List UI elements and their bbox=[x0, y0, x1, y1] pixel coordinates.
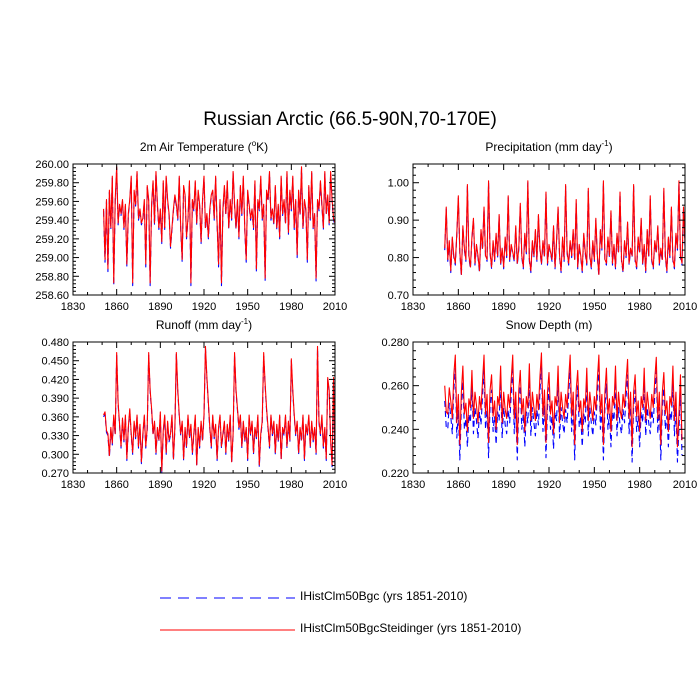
plot-frame bbox=[412, 163, 686, 296]
y-tick-label: 258.60 bbox=[35, 290, 69, 302]
y-tick-label: 259.40 bbox=[35, 215, 69, 227]
x-tick-label: 1890 bbox=[491, 479, 515, 491]
series-line-steidinger bbox=[444, 180, 686, 275]
panel-title: Runoff (mm day-1) bbox=[156, 317, 252, 332]
x-tick-label: 1950 bbox=[235, 301, 259, 313]
x-tick-label: 2010 bbox=[323, 479, 347, 491]
y-tick-label: 0.70 bbox=[388, 290, 409, 302]
y-tick-label: 259.80 bbox=[35, 178, 69, 190]
x-tick-label: 1890 bbox=[148, 479, 172, 491]
y-tick-label: 0.450 bbox=[41, 356, 69, 368]
y-tick-label: 0.270 bbox=[41, 468, 69, 480]
y-tick-label: 0.390 bbox=[41, 393, 69, 405]
x-tick-label: 1980 bbox=[627, 479, 651, 491]
y-tick-label: 0.360 bbox=[41, 412, 69, 424]
x-tick-label: 1980 bbox=[279, 479, 303, 491]
panel-air-temperature: 2m Air Temperature (oK) 1830 1860 1890 1920 1… bbox=[35, 139, 347, 313]
x-tick-label: 2010 bbox=[673, 301, 697, 313]
x-tick-label: 1890 bbox=[491, 301, 515, 313]
legend-item-steidinger: IHistClm50BgcSteidinger (yrs 1851-2010) bbox=[160, 621, 580, 643]
figure-title: Russian Arctic (66.5-90N,70-170E) bbox=[203, 109, 497, 130]
y-tick-label: 259.20 bbox=[35, 234, 69, 246]
x-tick-label: 1830 bbox=[61, 479, 85, 491]
x-tick-label: 1860 bbox=[104, 479, 128, 491]
x-tick-label: 1980 bbox=[627, 301, 651, 313]
series-line-steidinger bbox=[103, 166, 336, 284]
x-tick-label: 1920 bbox=[537, 301, 561, 313]
x-tick-label: 1860 bbox=[104, 301, 128, 313]
y-tick-label: 0.420 bbox=[41, 374, 69, 386]
y-tick-label: 0.300 bbox=[41, 449, 69, 461]
legend-item-bgc: IHistClm50Bgc (yrs 1851-2010) bbox=[160, 589, 580, 611]
x-tick-label: 1830 bbox=[401, 479, 425, 491]
y-tick-label: 0.330 bbox=[41, 431, 69, 443]
x-tick-label: 1830 bbox=[61, 301, 85, 313]
panel-title-suffix: K) bbox=[256, 140, 268, 154]
panel-precipitation: Precipitation (mm day-1) 1830 1860 1890 1920… bbox=[388, 139, 698, 313]
panel-title-suffix: ) bbox=[248, 318, 252, 332]
y-tick-label: 0.280 bbox=[381, 337, 409, 349]
x-tick-label: 1950 bbox=[582, 479, 606, 491]
x-tick-label: 1950 bbox=[235, 479, 259, 491]
panel-title-superscript: -1 bbox=[601, 139, 609, 148]
panel-title: Snow Depth (m) bbox=[506, 318, 593, 332]
series-line-bgc bbox=[103, 347, 336, 474]
y-tick-label: 258.80 bbox=[35, 271, 69, 283]
y-tick-label: 0.480 bbox=[41, 337, 69, 349]
y-tick-label: 0.260 bbox=[381, 381, 409, 393]
x-tick-label: 1860 bbox=[446, 479, 470, 491]
x-tick-label: 1950 bbox=[582, 301, 606, 313]
y-tick-label: 0.220 bbox=[381, 468, 409, 480]
x-tick-label: 1920 bbox=[192, 479, 216, 491]
panel-title-suffix: ) bbox=[609, 140, 613, 154]
x-tick-label: 1920 bbox=[192, 301, 216, 313]
x-tick-label: 1830 bbox=[401, 301, 425, 313]
x-tick-label: 1980 bbox=[279, 301, 303, 313]
x-tick-label: 2010 bbox=[323, 301, 347, 313]
y-tick-label: 260.00 bbox=[35, 159, 69, 171]
y-tick-label: 259.60 bbox=[35, 196, 69, 208]
legend-label: IHistClm50Bgc (yrs 1851-2010) bbox=[300, 589, 468, 603]
series-line-steidinger bbox=[444, 352, 683, 448]
x-tick-label: 2010 bbox=[673, 479, 697, 491]
legend-swatch-dashed bbox=[160, 597, 295, 599]
plot-frame bbox=[412, 341, 686, 474]
x-tick-label: 1860 bbox=[446, 301, 470, 313]
panel-title: Precipitation (mm day-1) bbox=[485, 139, 612, 154]
legend-swatch-solid bbox=[160, 629, 295, 631]
y-tick-label: 0.80 bbox=[388, 253, 409, 265]
panel-title-superscript: -1 bbox=[241, 317, 249, 326]
y-tick-label: 0.240 bbox=[381, 424, 409, 436]
panel-snow-depth: Snow Depth (m) 1830 1860 1890 1920 1950 1980 20… bbox=[381, 318, 697, 491]
y-tick-label: 0.90 bbox=[388, 215, 409, 227]
y-tick-label: 1.00 bbox=[388, 178, 409, 190]
series-line-bgc bbox=[444, 363, 683, 463]
series-line-steidinger bbox=[103, 345, 336, 472]
panel-title-superscript: o bbox=[252, 139, 257, 148]
legend-label: IHistClm50BgcSteidinger (yrs 1851-2010) bbox=[300, 621, 522, 635]
x-tick-label: 1890 bbox=[148, 301, 172, 313]
x-tick-label: 1920 bbox=[537, 479, 561, 491]
panel-runoff: Runoff (mm day-1) 1830 1860 1890 1920 1950 198… bbox=[41, 317, 347, 491]
panel-title: 2m Air Temperature (oK) bbox=[140, 139, 268, 154]
y-tick-label: 259.00 bbox=[35, 253, 69, 265]
